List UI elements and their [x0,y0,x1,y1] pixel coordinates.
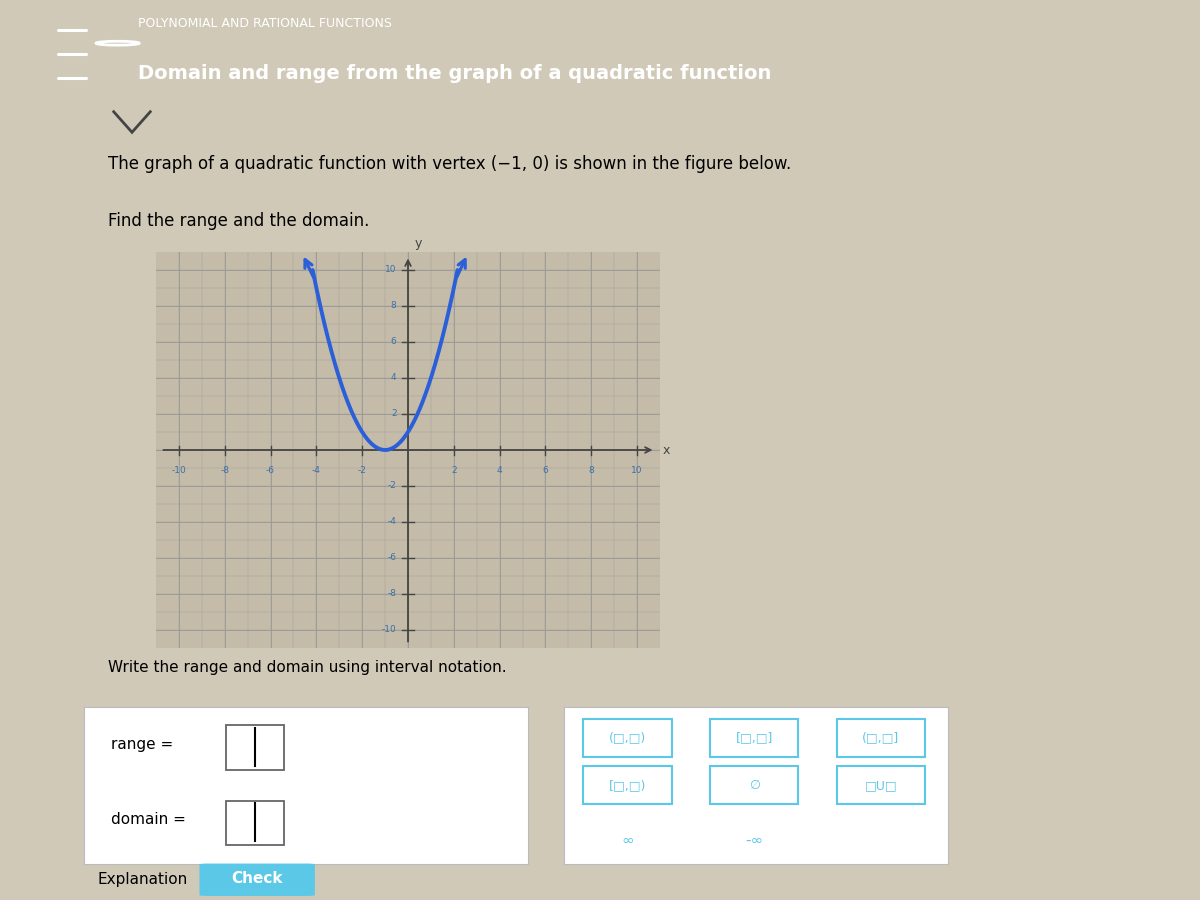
Text: 2: 2 [451,466,457,475]
Text: range =: range = [110,737,173,751]
Text: 6: 6 [542,466,548,475]
Text: -2: -2 [358,466,367,475]
Text: -2: -2 [388,482,396,490]
Text: ∅: ∅ [749,778,760,792]
Text: Find the range and the domain.: Find the range and the domain. [108,212,370,230]
Text: ∞: ∞ [620,832,634,848]
Text: 8: 8 [588,466,594,475]
Text: -4: -4 [388,518,396,526]
Text: (□,□): (□,□) [608,732,646,744]
Text: -∞: -∞ [745,832,763,848]
Text: -6: -6 [388,554,396,562]
Text: 2: 2 [391,410,396,418]
Bar [836,719,925,757]
Text: -4: -4 [312,466,320,475]
Text: Write the range and domain using interval notation.: Write the range and domain using interva… [108,661,506,675]
Text: 4: 4 [497,466,503,475]
Text: [□,□]: [□,□] [736,732,773,744]
Text: x: x [662,444,670,456]
Text: (□,□]: (□,□] [862,732,900,744]
Text: -8: -8 [221,466,229,475]
Text: The graph of a quadratic function with vertex (−1, 0) is shown in the figure bel: The graph of a quadratic function with v… [108,155,791,173]
Text: 4: 4 [391,374,396,382]
Text: y: y [415,238,422,250]
Text: -6: -6 [266,466,275,475]
Text: domain =: domain = [110,813,186,827]
Text: Domain and range from the graph of a quadratic function: Domain and range from the graph of a qua… [138,64,772,83]
Text: -8: -8 [388,590,396,598]
Bar [226,801,284,845]
Bar [583,767,672,805]
Bar [226,725,284,770]
Text: -10: -10 [382,626,396,634]
FancyBboxPatch shape [199,864,314,896]
Text: -10: -10 [172,466,186,475]
Bar [836,767,925,805]
Text: 8: 8 [391,302,396,310]
Text: POLYNOMIAL AND RATIONAL FUNCTIONS: POLYNOMIAL AND RATIONAL FUNCTIONS [138,17,392,31]
Bar [710,719,798,757]
Text: Explanation: Explanation [97,872,187,887]
Text: □U□: □U□ [864,778,898,792]
Text: [□,□): [□,□) [608,778,646,792]
Text: 6: 6 [391,338,396,346]
Text: Check: Check [232,871,283,886]
Bar [710,767,798,805]
Text: 10: 10 [385,266,396,274]
Bar [583,719,672,757]
Text: 10: 10 [631,466,643,475]
